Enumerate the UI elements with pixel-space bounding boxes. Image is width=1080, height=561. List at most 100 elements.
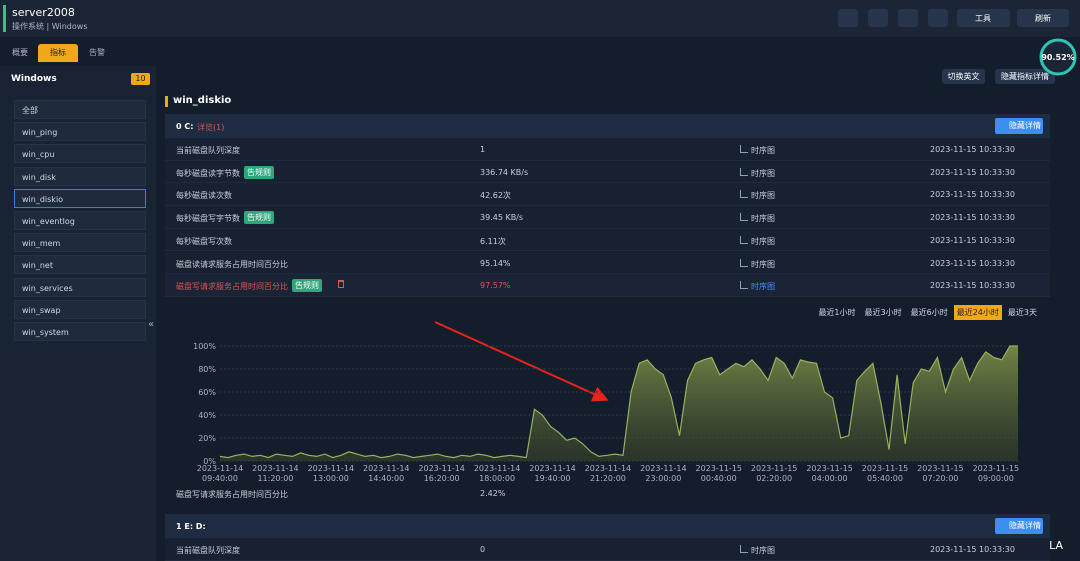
summary-name: 磁盘写请求服务占用时间百分比 <box>176 490 288 499</box>
sidebar-item[interactable]: win_mem <box>14 233 146 253</box>
y-tick-label: 100% <box>193 342 216 351</box>
sidebar-item[interactable]: 全部 <box>14 100 146 119</box>
delete-icon[interactable] <box>338 280 344 289</box>
sidebar-item[interactable]: win_eventlog <box>14 211 146 230</box>
chart-link[interactable]: 时序图 <box>751 259 775 269</box>
chart-link[interactable]: 时序图 <box>751 236 775 246</box>
row-bg <box>165 206 1050 229</box>
x-tick-time: 09:00:00 <box>978 474 1014 483</box>
tab[interactable]: 指标 <box>38 44 78 62</box>
row-bg <box>165 274 1050 297</box>
y-tick-label: 0% <box>203 457 216 466</box>
x-tick-date: 2023-11-14 <box>640 464 687 473</box>
sidebar-count: 10 <box>131 73 150 85</box>
row-time: 2023-11-15 10:33:30 <box>930 167 1015 177</box>
collapse[interactable]: « <box>148 319 155 330</box>
sidebar-item[interactable]: win_swap <box>14 299 146 319</box>
x-tick-time: 19:40:00 <box>535 474 571 483</box>
icon-button[interactable] <box>898 9 918 27</box>
range-buttons: 最近1小时 最近3小时 最近6小时 最近24小时 最近3天 <box>815 305 1040 320</box>
row-time: 2023-11-15 10:33:30 <box>930 235 1015 245</box>
sidebar-item[interactable]: win_diskio <box>14 188 146 208</box>
icon-button[interactable] <box>928 9 948 27</box>
sidebar-item[interactable]: win_system <box>14 322 146 341</box>
row-value: 97.57% <box>480 281 511 291</box>
row-value: 39.45 KB/s <box>480 213 524 223</box>
hide-detail-button[interactable]: 隐藏指标详情 <box>995 69 1055 84</box>
sidebar-item[interactable]: win_disk <box>14 166 146 186</box>
row-name: 每秒磁盘读次数 <box>176 191 232 201</box>
tab[interactable]: 概要 <box>12 48 28 57</box>
sidebar-item[interactable]: win_ping <box>14 122 146 142</box>
row-name: 当前磁盘队列深度 <box>176 146 240 155</box>
row-bg <box>165 138 1050 161</box>
x-tick-time: 11:20:00 <box>257 474 293 483</box>
chart-icon <box>740 167 748 176</box>
lang-button[interactable]: 切换英文 <box>942 69 985 84</box>
row-time: 2023-11-15 10:33:30 <box>930 190 1015 200</box>
toggle-button[interactable]: 隐藏详情 <box>995 118 1043 134</box>
x-tick-date: 2023-11-14 <box>529 464 576 473</box>
chart-link[interactable]: 时序图 <box>751 146 775 155</box>
chart-link[interactable]: 时序图 <box>751 191 775 201</box>
x-tick-date: 2023-11-14 <box>585 464 632 473</box>
x-tick-date: 2023-11-14 <box>252 464 299 473</box>
chart-link[interactable]: 时序图 <box>751 168 775 178</box>
range-button[interactable]: 最近1小时 <box>818 308 856 317</box>
icon-button[interactable] <box>838 9 858 27</box>
row-time: 2023-11-15 10:33:30 <box>930 258 1015 268</box>
y-tick-label: 40% <box>198 411 216 420</box>
chart-icon <box>740 213 748 222</box>
x-tick-time: 00:40:00 <box>701 474 737 483</box>
chart-link[interactable]: 时序图 <box>751 546 775 555</box>
row-value: 95.14% <box>480 258 511 268</box>
tool-button[interactable]: 工具 <box>957 9 1010 27</box>
range-button[interactable]: 最近6小时 <box>910 308 948 317</box>
sidebar-item[interactable]: win_services <box>14 277 146 297</box>
x-tick-date: 2023-11-15 <box>696 464 743 473</box>
range-button[interactable]: 最近3小时 <box>864 308 902 317</box>
y-tick-label: 80% <box>198 365 216 374</box>
sidebar-item[interactable]: win_net <box>14 255 146 275</box>
row-name: 当前磁盘队列深度 <box>176 546 240 555</box>
area <box>220 346 1018 461</box>
range-button[interactable]: 最近3天 <box>1007 308 1037 317</box>
x-tick-time: 04:00:00 <box>812 474 848 483</box>
range-button[interactable]: 最近24小时 <box>953 305 1002 320</box>
chart-icon <box>740 235 748 244</box>
y-tick-label: 60% <box>198 388 216 397</box>
icon-button[interactable] <box>868 9 888 27</box>
refresh-button[interactable]: 刷新 <box>1017 9 1069 27</box>
row-time: 2023-11-15 10:33:30 <box>930 545 1015 554</box>
x-tick-date: 2023-11-15 <box>917 464 964 473</box>
row-bg <box>165 183 1050 207</box>
row-name: 磁盘写请求服务占用时间百分比 <box>176 282 288 292</box>
status-bar <box>3 5 6 32</box>
host-subtitle: 操作系统 | Windows <box>12 22 88 31</box>
x-tick-time: 14:40:00 <box>368 474 404 483</box>
chart-link[interactable]: 时序图 <box>751 282 775 292</box>
sidebar-item[interactable]: win_cpu <box>14 144 146 164</box>
x-tick-time: 21:20:00 <box>590 474 626 483</box>
x-tick-time: 09:40:00 <box>202 474 238 483</box>
toggle-button[interactable]: 隐藏详情 <box>995 518 1043 534</box>
panel-detail[interactable]: 详览(1) <box>197 123 225 132</box>
host-title: server2008 <box>12 6 75 19</box>
chart-icon <box>740 258 748 267</box>
x-tick-date: 2023-11-15 <box>973 464 1020 473</box>
x-tick-date: 2023-11-15 <box>751 464 798 473</box>
chart-link[interactable]: 时序图 <box>751 214 775 224</box>
x-tick-time: 16:20:00 <box>424 474 460 483</box>
x-tick-date: 2023-11-14 <box>308 464 355 473</box>
section-marker <box>165 96 168 107</box>
x-tick-date: 2023-11-14 <box>363 464 410 473</box>
panel-title: 0 C: <box>176 122 194 131</box>
x-tick-date: 2023-11-15 <box>862 464 909 473</box>
x-tick-date: 2023-11-14 <box>418 464 465 473</box>
x-tick-time: 18:00:00 <box>479 474 515 483</box>
chart-icon <box>740 190 748 199</box>
sidebar-title: Windows <box>11 74 57 84</box>
panel-title: 1 E: D: <box>176 522 206 531</box>
tab[interactable]: 告警 <box>89 48 105 57</box>
